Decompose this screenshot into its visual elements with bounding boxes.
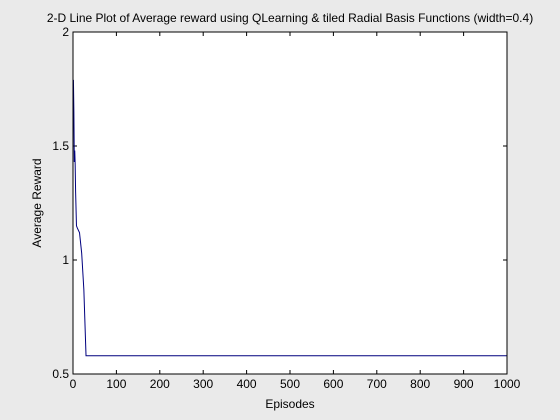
x-tick-label: 0 (70, 377, 77, 391)
y-tick-label: 1.5 (52, 139, 69, 153)
x-tick-label: 100 (106, 377, 126, 391)
x-tick-label: 700 (367, 377, 387, 391)
x-ticks: 0 100 200 300 400 500 600 700 800 900 1000 (70, 32, 521, 391)
x-tick-label: 300 (193, 377, 213, 391)
x-tick-label: 400 (237, 377, 257, 391)
x-tick-label: 500 (280, 377, 300, 391)
x-tick-label: 1000 (494, 377, 521, 391)
y-tick-label: 0.5 (52, 367, 69, 381)
x-tick-label: 600 (323, 377, 343, 391)
y-tick-label: 1 (62, 253, 69, 267)
x-tick-label: 200 (150, 377, 170, 391)
series-group (72, 79, 507, 357)
x-tick-label: 900 (454, 377, 474, 391)
y-axis-label: Average Reward (30, 158, 44, 247)
y-tick-label: 2 (62, 25, 69, 39)
x-axis-label: Episodes (265, 397, 314, 411)
series-line (72, 79, 507, 357)
chart-title: 2-D Line Plot of Average reward using QL… (47, 11, 533, 25)
x-tick-label: 800 (410, 377, 430, 391)
plot-area (73, 32, 507, 374)
plot-frame (72, 31, 508, 375)
